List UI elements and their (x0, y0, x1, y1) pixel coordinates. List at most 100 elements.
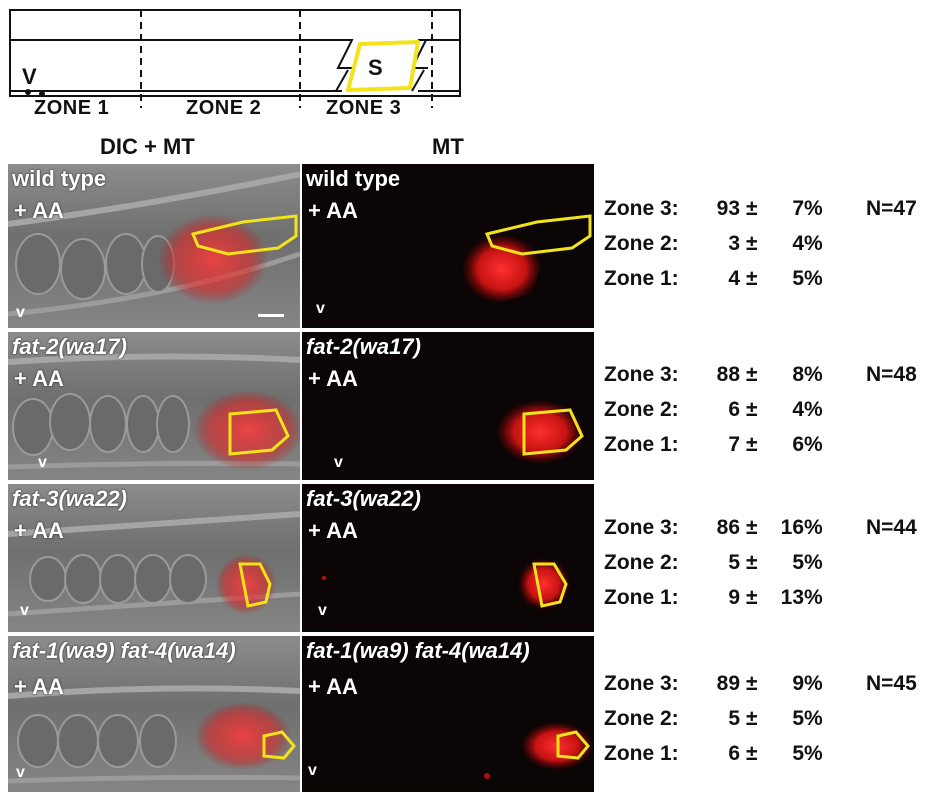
plus-minus: ± (746, 267, 758, 290)
dic-panel-fat-3: fat-3(wa22) + AA v (8, 484, 300, 632)
error-value: 16 (780, 516, 804, 539)
mean-value: 93 (716, 197, 740, 220)
plus-minus: ± (746, 586, 758, 609)
vulva-marker: v (316, 300, 325, 317)
plus-minus: ± (746, 433, 758, 456)
error-value: 5 (792, 551, 804, 574)
spermatheca-label: S (368, 55, 383, 80)
column-header-dic-mt: DIC + MT (100, 134, 195, 159)
zone-label: Zone 2: (604, 398, 679, 421)
mean-value: 88 (716, 363, 740, 386)
vulva-marker: v (20, 602, 29, 619)
percent-sign: % (804, 197, 823, 220)
vulva-marker: v (38, 454, 47, 471)
zone-label: Zone 3: (604, 672, 679, 695)
plus-minus: ± (746, 197, 758, 220)
column-header-mt: MT (432, 134, 464, 159)
plus-minus: ± (746, 707, 758, 730)
percent-sign: % (804, 742, 823, 765)
percent-sign: % (804, 363, 823, 386)
percent-sign: % (804, 398, 823, 421)
mean-value: 5 (728, 551, 740, 574)
spermatheca-outline (346, 40, 420, 92)
dic-panel-fat-2: fat-2(wa17) + AA v (8, 332, 300, 480)
genotype-label: fat-3(wa22) (306, 486, 421, 511)
vulva-marker: v (308, 762, 317, 779)
mean-value: 7 (728, 433, 740, 456)
error-value: 6 (792, 433, 804, 456)
error-value: 4 (792, 232, 804, 255)
plus-minus: ± (746, 516, 758, 539)
error-value: 5 (792, 707, 804, 730)
zone-label: Zone 2: (604, 232, 679, 255)
mt-panel-wild-type: wild type + AA v (302, 164, 594, 328)
plus-minus: ± (746, 232, 758, 255)
plus-minus: ± (746, 398, 758, 421)
mt-panel-fat-1-fat-4: fat-1(wa9) fat-4(wa14) + AA v (302, 636, 594, 792)
vulva-marker: v (318, 602, 327, 619)
sample-size: N=44 (866, 516, 917, 539)
sample-size: N=45 (866, 672, 917, 695)
zone-label: Zone 1: (604, 586, 679, 609)
zone-label: Zone 3: (604, 363, 679, 386)
genotype-label: fat-1(wa9) fat-4(wa14) (12, 638, 236, 663)
error-value: 8 (792, 363, 804, 386)
percent-sign: % (804, 433, 823, 456)
percent-sign: % (804, 707, 823, 730)
mean-value: 86 (716, 516, 740, 539)
percent-sign: % (804, 586, 823, 609)
mean-value: 9 (728, 586, 740, 609)
treatment-label: + AA (308, 198, 358, 223)
sample-size: N=47 (866, 197, 917, 220)
mean-value: 4 (728, 267, 740, 290)
percent-sign: % (804, 551, 823, 574)
treatment-label: + AA (308, 674, 358, 699)
sample-size: N=48 (866, 363, 917, 386)
percent-sign: % (804, 516, 823, 539)
percent-sign: % (804, 672, 823, 695)
treatment-label: + AA (14, 198, 64, 223)
mt-panel-fat-2: fat-2(wa17) + AA v (302, 332, 594, 480)
zone-label: Zone 1: (604, 267, 679, 290)
genotype-label: fat-1(wa9) fat-4(wa14) (306, 638, 530, 663)
plus-minus: ± (746, 551, 758, 574)
zone-label: Zone 3: (604, 197, 679, 220)
percent-sign: % (804, 232, 823, 255)
treatment-label: + AA (14, 366, 64, 391)
plus-minus: ± (746, 742, 758, 765)
error-value: 4 (792, 398, 804, 421)
mean-value: 6 (728, 742, 740, 765)
zone-label: Zone 1: (604, 742, 679, 765)
dic-panel-fat-1-fat-4: fat-1(wa9) fat-4(wa14) + AA v (8, 636, 300, 792)
mean-value: 6 (728, 398, 740, 421)
genotype-label: fat-2(wa17) (12, 334, 127, 359)
mean-value: 89 (716, 672, 740, 695)
dic-panel-wild-type: wild type + AA v (8, 164, 300, 328)
vulva-marker: v (334, 454, 343, 471)
error-value: 5 (792, 742, 804, 765)
vulva-marker: v (16, 304, 25, 321)
error-value: 5 (792, 267, 804, 290)
treatment-label: + AA (308, 366, 358, 391)
zone-label: Zone 1: (604, 433, 679, 456)
zone2-label: ZONE 2 (186, 97, 262, 119)
percent-sign: % (804, 267, 823, 290)
mt-panel-fat-3: fat-3(wa22) + AA v (302, 484, 594, 632)
zone-label: Zone 2: (604, 551, 679, 574)
treatment-label: + AA (308, 518, 358, 543)
vulva-label: V (22, 64, 37, 89)
genotype-label: wild type (306, 166, 401, 191)
plus-minus: ± (746, 363, 758, 386)
zone1-label: ZONE 1 (34, 97, 110, 119)
treatment-label: + AA (14, 674, 64, 699)
zone-label: Zone 3: (604, 516, 679, 539)
mean-value: 3 (728, 232, 740, 255)
genotype-label: fat-3(wa22) (12, 486, 127, 511)
zone3-label: ZONE 3 (326, 97, 402, 119)
gonad-zone-schematic (9, 9, 461, 108)
genotype-label: fat-2(wa17) (306, 334, 421, 359)
vulva-marker: v (16, 764, 25, 781)
genotype-label: wild type (12, 166, 107, 191)
plus-minus: ± (746, 672, 758, 695)
treatment-label: + AA (14, 518, 64, 543)
